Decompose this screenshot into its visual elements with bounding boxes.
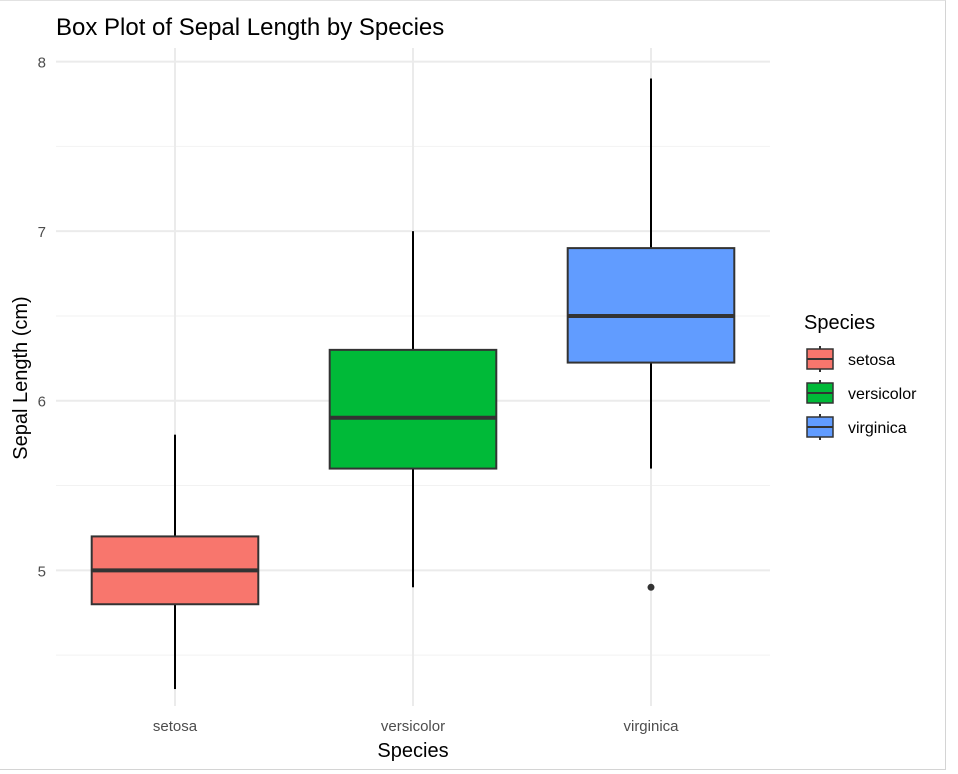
x-tick-label: setosa xyxy=(153,718,198,735)
legend-label: versicolor xyxy=(848,386,917,403)
legend-item-setosa: setosa xyxy=(806,346,895,372)
legend-item-virginica: virginica xyxy=(806,414,907,440)
y-tick-label: 5 xyxy=(38,563,46,580)
x-axis-ticks: setosa versicolor virginica xyxy=(153,718,679,735)
legend: Species setosa versicolor virginica xyxy=(804,312,917,440)
x-tick-label: versicolor xyxy=(381,718,445,735)
legend-item-versicolor: versicolor xyxy=(806,380,917,406)
outlier-point xyxy=(647,583,655,591)
y-tick-label: 7 xyxy=(38,224,46,241)
box-virginica xyxy=(566,78,736,591)
legend-title: Species xyxy=(804,312,875,334)
box-versicolor xyxy=(328,231,498,588)
y-tick-label: 8 xyxy=(38,55,46,72)
legend-label: setosa xyxy=(848,352,895,369)
y-tick-label: 6 xyxy=(38,394,46,411)
chart-title: Box Plot of Sepal Length by Species xyxy=(56,14,444,41)
x-tick-label: virginica xyxy=(623,718,679,735)
box-iqr xyxy=(566,247,736,364)
box-iqr xyxy=(328,348,498,470)
y-axis-title: Sepal Length (cm) xyxy=(10,296,32,459)
x-axis-title: Species xyxy=(377,740,448,762)
boxes xyxy=(90,78,736,690)
legend-label: virginica xyxy=(848,420,907,437)
y-axis-ticks: 5 6 7 8 xyxy=(38,55,46,581)
box-setosa xyxy=(90,434,260,690)
